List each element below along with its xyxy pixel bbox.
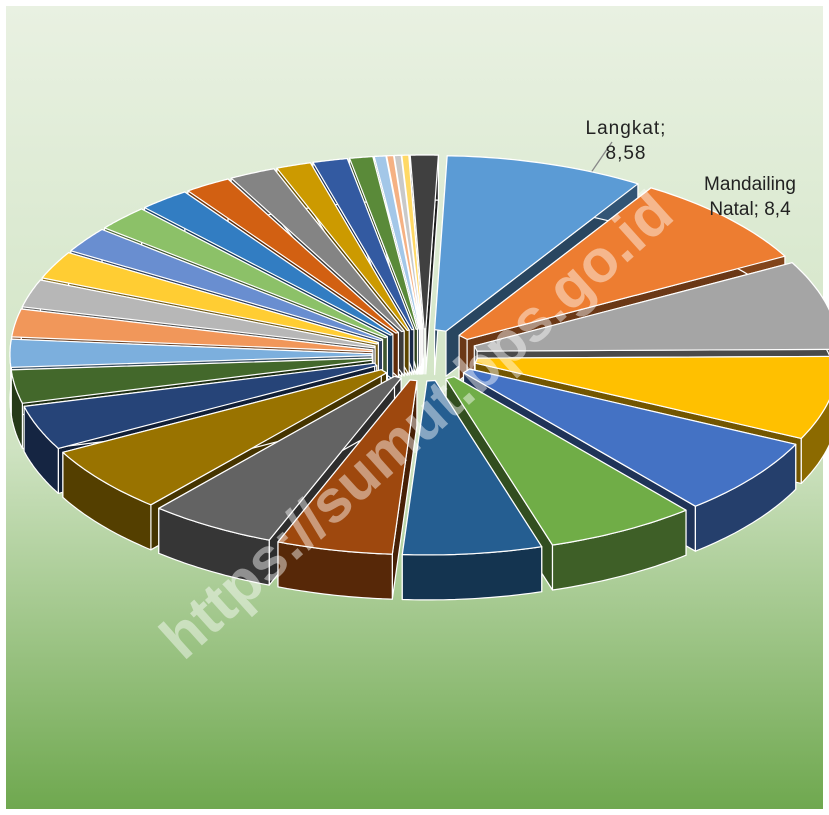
slice-top [70, 228, 384, 342]
slice-top [11, 308, 374, 353]
slice-top [41, 252, 379, 345]
slice-top [473, 262, 829, 352]
slices [9, 154, 829, 601]
slice-top [474, 355, 829, 439]
slice-top [434, 155, 639, 332]
data-label: Mandailing Natal; 8,4 [704, 174, 796, 220]
slice-top [144, 191, 394, 336]
slice-top [277, 379, 418, 555]
slice-top [349, 156, 419, 330]
slice-top [21, 279, 376, 349]
slice-top [62, 369, 388, 506]
slice-top [23, 362, 378, 449]
slice-top [9, 338, 373, 368]
slice-top [445, 376, 687, 546]
slice-wall [800, 399, 829, 484]
slice-top [230, 168, 405, 333]
slice-top [373, 155, 421, 330]
slice-top [104, 208, 388, 339]
slice-top [401, 154, 424, 330]
slice-top [10, 357, 374, 404]
slice-top [409, 154, 439, 330]
slice-top [393, 154, 423, 330]
slice-top [386, 155, 422, 330]
slice-top [312, 158, 415, 331]
slice-top [187, 178, 399, 334]
slice-top [401, 379, 543, 556]
slice [277, 379, 418, 600]
slice-top [462, 368, 797, 507]
slice-top [458, 187, 786, 340]
slice-top [276, 162, 410, 331]
data-label: Langkat; 8,58 [585, 118, 667, 164]
slice-top [158, 375, 402, 541]
slice [401, 379, 543, 601]
